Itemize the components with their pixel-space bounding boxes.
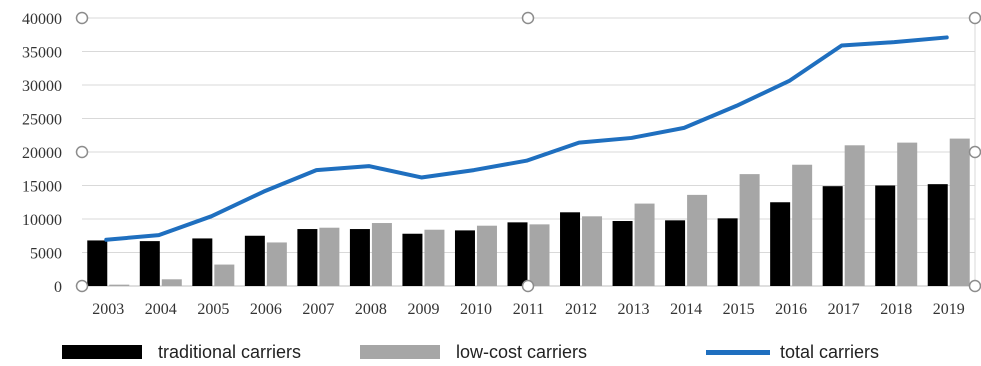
y-tick-label: 20000 — [22, 145, 62, 162]
legend-item-total: total carriers — [706, 338, 879, 366]
x-tick-label-2019: 2019 — [933, 301, 965, 318]
bar-traditional-2004 — [139, 241, 160, 286]
legend-label-traditional: traditional carriers — [158, 341, 302, 362]
resize-handle[interactable] — [521, 279, 535, 293]
x-tick-label-2011: 2011 — [513, 301, 544, 318]
x-tick-label-2015: 2015 — [723, 301, 755, 318]
bar-low-cost-2011 — [529, 224, 550, 286]
x-tick-label-2009: 2009 — [407, 301, 439, 318]
bar-traditional-2011 — [507, 222, 528, 286]
x-tick-label-2016: 2016 — [775, 301, 807, 318]
x-tick-label-2018: 2018 — [880, 301, 912, 318]
bar-low-cost-2003 — [109, 284, 130, 286]
x-tick-label-2010: 2010 — [460, 301, 492, 318]
x-tick-label-2007: 2007 — [302, 301, 334, 318]
y-tick-label: 10000 — [22, 212, 62, 229]
legend-item-traditional: traditional carriers — [62, 338, 301, 366]
bar-low-cost-2006 — [266, 242, 287, 286]
bar-traditional-2010 — [454, 230, 475, 286]
total-line — [104, 35, 949, 242]
bar-low-cost-2013 — [634, 203, 655, 286]
bar-traditional-2014 — [665, 220, 686, 286]
x-tick-label-2003: 2003 — [92, 301, 124, 318]
bar-traditional-2007 — [297, 229, 318, 286]
bar-low-cost-2014 — [687, 194, 708, 286]
y-axis-ticks: 0 5000 10000 15000 20000 25000 30000 35000 40000 — [22, 11, 62, 296]
resize-handle[interactable] — [968, 279, 981, 293]
bar-low-cost-2005 — [214, 264, 235, 286]
x-tick-label-2012: 2012 — [565, 301, 597, 318]
legend-item-low-cost: low-cost carriers — [360, 338, 587, 366]
bar-traditional-2018 — [875, 185, 896, 286]
legend-swatch-traditional — [62, 345, 142, 359]
y-tick-label: 35000 — [22, 45, 62, 62]
x-tick-label-2013: 2013 — [618, 301, 650, 318]
x-tick-label-2005: 2005 — [197, 301, 229, 318]
legend-swatch-total — [706, 349, 770, 355]
bar-low-cost-2017 — [844, 145, 865, 286]
y-tick-label: 15000 — [22, 179, 62, 196]
resize-handle[interactable] — [968, 145, 981, 159]
bar-traditional-2013 — [612, 221, 633, 286]
bar-low-cost-2008 — [371, 223, 392, 286]
y-tick-label: 25000 — [22, 112, 62, 129]
bar-low-cost-2019 — [949, 138, 970, 286]
bar-traditional-2016 — [770, 202, 791, 286]
bar-low-cost-2018 — [897, 142, 918, 286]
resize-handle[interactable] — [75, 145, 89, 159]
legend: traditional carriers low-cost carriers t… — [0, 338, 981, 366]
x-tick-label-2006: 2006 — [250, 301, 282, 318]
bar-traditional-2017 — [822, 186, 843, 286]
bar-low-cost-2012 — [582, 216, 603, 286]
bar-traditional-2009 — [402, 233, 423, 286]
bar-traditional-2005 — [192, 238, 213, 286]
x-tick-label-2017: 2017 — [828, 301, 860, 318]
legend-label-low-cost: low-cost carriers — [456, 341, 588, 362]
resize-handle[interactable] — [75, 11, 89, 25]
bar-line-chart: 0 5000 10000 15000 20000 25000 30000 35000 40000… — [22, 11, 981, 318]
bar-traditional-2012 — [560, 212, 581, 286]
bar-low-cost-2010 — [476, 225, 497, 286]
bar-low-cost-2016 — [792, 164, 813, 286]
bar-low-cost-2007 — [319, 227, 340, 286]
bar-low-cost-2009 — [424, 229, 445, 286]
y-tick-label: 30000 — [22, 78, 62, 95]
bar-traditional-2019 — [927, 184, 948, 286]
resize-handle[interactable] — [521, 11, 535, 25]
y-tick-label: 40000 — [22, 11, 62, 28]
line-total-carriers — [104, 35, 949, 242]
bar-traditional-2015 — [717, 218, 738, 286]
bar-traditional-2003 — [87, 240, 108, 286]
x-axis-ticks: 2003 2004 2005 2006 2007 2008 2009 2010 2011 2012… — [92, 301, 964, 318]
bar-traditional-2006 — [244, 235, 265, 286]
bar-low-cost-2004 — [161, 279, 182, 286]
x-tick-label-2014: 2014 — [670, 301, 702, 318]
legend-swatch-low-cost — [360, 345, 440, 359]
bar-traditional-2008 — [349, 229, 370, 286]
y-tick-label: 0 — [54, 279, 62, 296]
x-tick-label-2008: 2008 — [355, 301, 387, 318]
x-tick-label-2004: 2004 — [145, 301, 177, 318]
selection-handles[interactable] — [75, 11, 981, 293]
bars — [87, 138, 970, 286]
bar-low-cost-2015 — [739, 174, 760, 286]
y-tick-label: 5000 — [30, 246, 62, 263]
resize-handle[interactable] — [75, 279, 89, 293]
legend-label-total: total carriers — [780, 341, 880, 362]
resize-handle[interactable] — [968, 11, 981, 25]
